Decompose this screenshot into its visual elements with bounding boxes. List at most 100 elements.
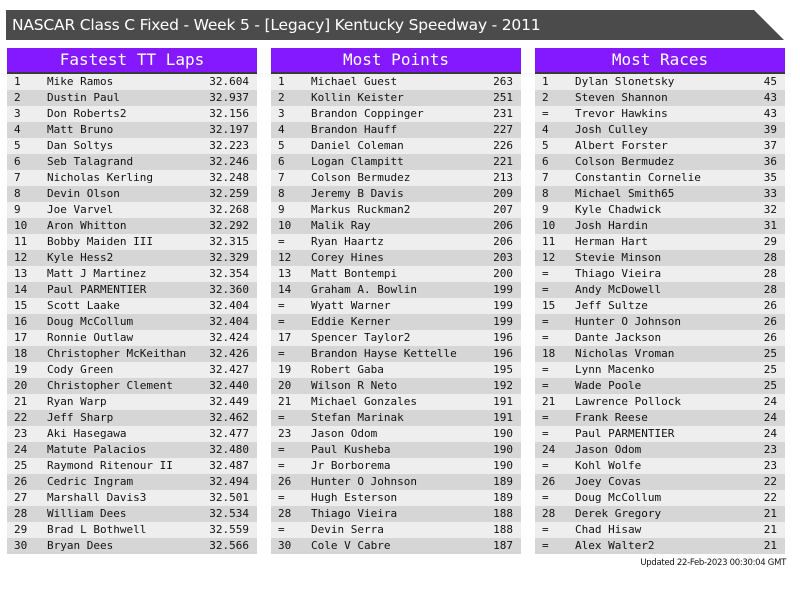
driver-name-cell: Joe Varvel (47, 203, 114, 216)
value-cell: 32.426 (209, 347, 249, 360)
value-cell: 25 (763, 347, 777, 360)
value-cell: 188 (493, 507, 513, 520)
table-row: 3 Don Roberts2 32.156 (7, 106, 257, 122)
rank-cell: 20 (278, 379, 292, 392)
value-cell: 37 (763, 139, 777, 152)
value-cell: 196 (493, 347, 513, 360)
value-cell: 28 (763, 283, 777, 296)
leaderboard-table: 1 Dylan Slonetsky 45 2 Steven Shannon 43 = Trev… (535, 74, 785, 554)
table-row: 5 Daniel Coleman 226 (271, 138, 521, 154)
value-cell: 39 (763, 123, 777, 136)
table-row: = Doug McCollum 22 (535, 490, 785, 506)
driver-name-cell: Dante Jackson (575, 331, 662, 344)
table-row: = Kohl Wolfe 23 (535, 458, 785, 474)
rank-cell: = (278, 347, 285, 360)
driver-name-cell: Matt J Martinez (47, 267, 147, 280)
table-row: 8 Jeremy B Davis 209 (271, 186, 521, 202)
driver-name-cell: Hugh Esterson (311, 491, 398, 504)
driver-name-cell: Michael Smith65 (575, 187, 675, 200)
driver-name-cell: Colson Bermudez (311, 171, 411, 184)
rank-cell: 15 (14, 299, 28, 312)
table-row: 12 Corey Hines 203 (271, 250, 521, 266)
value-cell: 32.559 (209, 523, 249, 536)
driver-name-cell: Aki Hasegawa (47, 427, 127, 440)
rank-cell: 30 (14, 539, 28, 552)
rank-cell: 25 (14, 459, 28, 472)
table-row: 8 Michael Smith65 33 (535, 186, 785, 202)
value-cell: 32.534 (209, 507, 249, 520)
value-cell: 209 (493, 187, 513, 200)
driver-name-cell: William Dees (47, 507, 127, 520)
driver-name-cell: Cole V Cabre (311, 539, 391, 552)
driver-name-cell: Seb Talagrand (47, 155, 134, 168)
rank-cell: = (542, 363, 549, 376)
table-row: 24 Matute Palacios 32.480 (7, 442, 257, 458)
driver-name-cell: Colson Bermudez (575, 155, 675, 168)
value-cell: 207 (493, 203, 513, 216)
table-row: 2 Dustin Paul 32.937 (7, 90, 257, 106)
table-row: = Eddie Kerner 199 (271, 314, 521, 330)
value-cell: 32.315 (209, 235, 249, 248)
driver-name-cell: Devin Olson (47, 187, 120, 200)
driver-name-cell: Brandon Hayse Kettelle (311, 347, 457, 360)
driver-name-cell: Trevor Hawkins (575, 107, 668, 120)
panel-fastest-tt-laps: Fastest TT Laps 1 Mike Ramos 32.604 2 Dustin… (7, 48, 257, 554)
table-row: = Dante Jackson 26 (535, 330, 785, 346)
rank-cell: 1 (542, 75, 549, 88)
value-cell: 29 (763, 235, 777, 248)
driver-name-cell: Matt Bontempi (311, 267, 398, 280)
driver-name-cell: Herman Hart (575, 235, 648, 248)
leaderboard-table: 1 Michael Guest 263 2 Kollin Keister 251 3 Bran… (271, 74, 521, 554)
rank-cell: 9 (14, 203, 21, 216)
rank-cell: 7 (278, 171, 285, 184)
table-row: 23 Aki Hasegawa 32.477 (7, 426, 257, 442)
panel-most-races: Most Races 1 Dylan Slonetsky 45 2 Steven Sha… (535, 48, 785, 554)
value-cell: 23 (763, 443, 777, 456)
driver-name-cell: Doug McCollum (47, 315, 134, 328)
value-cell: 32.354 (209, 267, 249, 280)
table-row: = Trevor Hawkins 43 (535, 106, 785, 122)
value-cell: 32.197 (209, 123, 249, 136)
table-row: = Chad Hisaw 21 (535, 522, 785, 538)
driver-name-cell: Brandon Coppinger (311, 107, 424, 120)
table-row: 10 Malik Ray 206 (271, 218, 521, 234)
rank-cell: 28 (14, 507, 28, 520)
table-row: 9 Kyle Chadwick 32 (535, 202, 785, 218)
value-cell: 231 (493, 107, 513, 120)
rank-cell: 21 (14, 395, 28, 408)
panel-title: Fastest TT Laps (7, 48, 257, 74)
table-row: = Thiago Vieira 28 (535, 266, 785, 282)
value-cell: 32.427 (209, 363, 249, 376)
rank-cell: 21 (542, 395, 556, 408)
rank-cell: 14 (278, 283, 292, 296)
rank-cell: 19 (14, 363, 28, 376)
value-cell: 32.480 (209, 443, 249, 456)
value-cell: 251 (493, 91, 513, 104)
rank-cell: 8 (542, 187, 549, 200)
rank-cell: 22 (14, 411, 28, 424)
table-row: 19 Robert Gaba 195 (271, 362, 521, 378)
value-cell: 26 (763, 315, 777, 328)
table-row: 27 Marshall Davis3 32.501 (7, 490, 257, 506)
rank-cell: 6 (14, 155, 21, 168)
table-row: = Stefan Marinak 191 (271, 410, 521, 426)
table-row: 24 Jason Odom 23 (535, 442, 785, 458)
rank-cell: = (278, 299, 285, 312)
driver-name-cell: Michael Gonzales (311, 395, 417, 408)
table-row: 14 Paul PARMENTIER 32.360 (7, 282, 257, 298)
rank-cell: 19 (278, 363, 292, 376)
driver-name-cell: Jason Odom (311, 427, 378, 440)
driver-name-cell: Wilson R Neto (311, 379, 398, 392)
driver-name-cell: Cody Green (47, 363, 114, 376)
table-row: 7 Nicholas Kerling 32.248 (7, 170, 257, 186)
table-row: 19 Cody Green 32.427 (7, 362, 257, 378)
value-cell: 32.404 (209, 299, 249, 312)
rank-cell: 5 (278, 139, 285, 152)
table-row: 30 Bryan Dees 32.566 (7, 538, 257, 554)
panel-most-points: Most Points 1 Michael Guest 263 2 Kollin Kei… (271, 48, 521, 554)
value-cell: 23 (763, 459, 777, 472)
value-cell: 188 (493, 523, 513, 536)
rank-cell: = (278, 523, 285, 536)
value-cell: 21 (763, 523, 777, 536)
rank-cell: = (278, 315, 285, 328)
